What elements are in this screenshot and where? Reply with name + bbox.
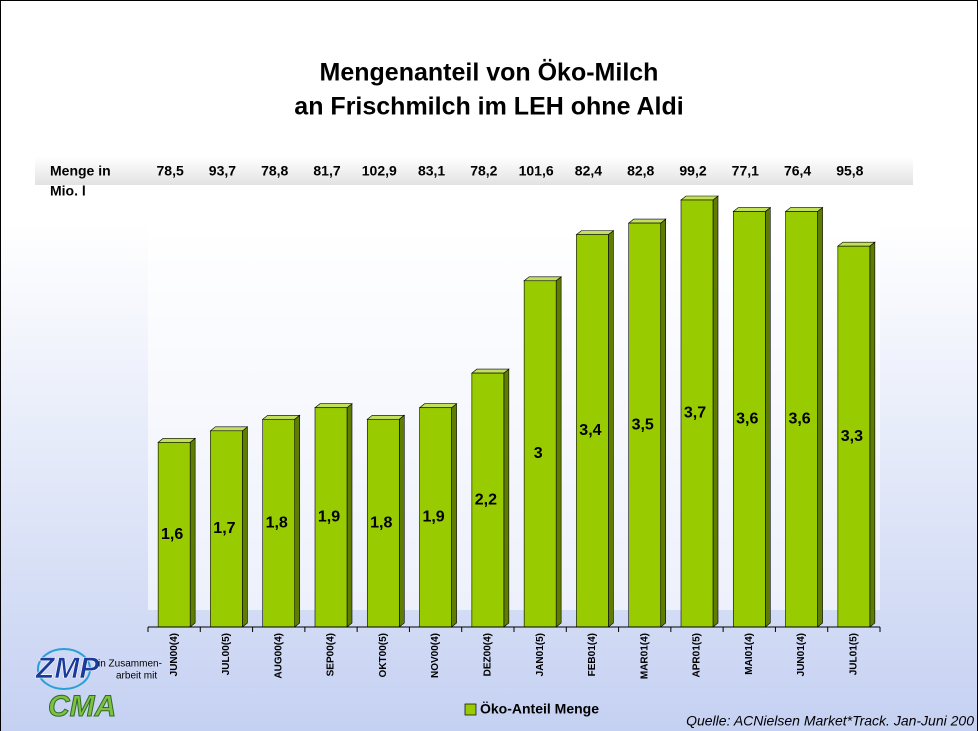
volume-value: 82,8 (627, 163, 654, 179)
data-label: 3,3 (841, 428, 863, 445)
volume-row-label: Menge in (50, 163, 111, 179)
bar-side (764, 206, 771, 628)
bar (576, 234, 609, 628)
bar-top (209, 426, 249, 432)
bar-side (555, 276, 562, 628)
volume-value: 76,4 (784, 163, 811, 179)
bar-top (837, 241, 876, 247)
x-tick-label: AUG00(4) (273, 633, 284, 679)
source: Quelle: ACNielsen Market*Track. Jan-Juni… (686, 713, 974, 729)
x-tick-label: JUL01(5) (848, 633, 859, 675)
volume-value: 95,8 (836, 163, 863, 179)
bar-side (869, 241, 876, 628)
bar-top (261, 414, 301, 420)
bar-top (157, 438, 196, 443)
bar-side (660, 218, 667, 628)
bar (523, 280, 557, 628)
volume-value: 78,8 (261, 163, 288, 179)
bar-side (503, 368, 510, 628)
data-label: 3,6 (736, 410, 758, 427)
x-tick-label: MAI01(4) (744, 633, 755, 675)
volume-value: 78,2 (470, 163, 497, 179)
data-label: 1,8 (370, 514, 392, 531)
bar-side (817, 206, 823, 628)
x-tick-label: NOV00(4) (430, 633, 441, 678)
bar (262, 418, 296, 628)
bar-top (418, 403, 458, 409)
bar-side (398, 414, 405, 628)
bar-side (608, 229, 614, 628)
bar (314, 407, 348, 628)
bar-top (575, 230, 615, 235)
volume-value: 82,4 (575, 163, 602, 179)
x-tick-label: JUN00(4) (169, 633, 180, 676)
data-label: 3,6 (788, 410, 810, 427)
volume-value: 81,7 (313, 163, 340, 179)
data-label: 3,4 (579, 422, 601, 439)
data-label: 3,5 (632, 416, 654, 433)
volume-row-label: Mio. l (50, 183, 86, 199)
bar-side (451, 403, 457, 628)
x-tick-label: JAN01(5) (535, 633, 546, 676)
x-tick-label: OKT00(5) (378, 633, 389, 677)
volume-value: 99,2 (679, 163, 706, 179)
volume-value: 83,1 (418, 163, 445, 179)
bar (471, 372, 505, 628)
volume-value: 102,9 (362, 163, 397, 179)
data-label: 1,9 (318, 509, 340, 526)
volume-row-band (35, 157, 913, 185)
data-label: 1,9 (422, 509, 444, 526)
chart-title: Mengenanteil von Öko-Milch (320, 58, 659, 87)
x-tick-label: MAR01(4) (639, 633, 650, 679)
bar-side (346, 403, 353, 628)
bar-side (294, 414, 301, 628)
bar-top (314, 403, 353, 409)
data-label: 2,2 (475, 491, 497, 508)
bar-top (627, 218, 667, 224)
data-label: 1,8 (266, 514, 288, 531)
volume-value: 77,1 (732, 163, 759, 179)
x-tick-label: APR01(5) (692, 633, 703, 677)
chart-title: an Frischmilch im LEH ohne Aldi (294, 93, 683, 121)
bar-side (242, 426, 248, 628)
plot: 1,6 JUN00(4) 78,5 1,7 JUL00(5) 93,7 1,8 AUG00(4… (147, 163, 881, 679)
volume-value: 78,5 (157, 163, 184, 179)
bar-side (712, 195, 719, 628)
x-tick-label: FEB01(4) (587, 633, 598, 676)
bar-top (784, 207, 824, 212)
data-label: 1,7 (213, 520, 235, 537)
bar-top (471, 368, 510, 374)
data-label: 3 (534, 445, 543, 462)
x-tick-label: JUN01(4) (796, 633, 807, 676)
legend-swatch (464, 703, 477, 716)
bar-top (523, 276, 562, 282)
data-label: 3,7 (684, 405, 706, 422)
logo-text: in Zusammen- (98, 659, 162, 670)
logo-cma: CMA (48, 690, 116, 723)
legend-label: Öko-Anteil Menge (480, 701, 599, 717)
bar (210, 430, 243, 628)
volume-value: 101,6 (519, 163, 554, 179)
data-label: 1,6 (161, 526, 183, 543)
bar (732, 211, 766, 628)
bar-side (189, 437, 196, 628)
x-tick-label: JUL00(5) (221, 633, 232, 675)
logo-text: arbeit mit (116, 671, 157, 682)
x-tick-label: DEZ00(4) (482, 633, 493, 676)
logo: ZMP in Zusammen- arbeit mit CMA (35, 648, 162, 723)
volume-value: 93,7 (209, 163, 236, 179)
bar (157, 442, 191, 628)
logo-ring (37, 648, 91, 690)
bar-top (366, 414, 406, 420)
logo-zmp: ZMP (35, 652, 100, 685)
bar (419, 407, 452, 628)
bar (785, 211, 818, 628)
bar-top (680, 195, 719, 201)
bar-top (732, 207, 772, 212)
x-tick-label: SEP00(4) (326, 633, 337, 676)
